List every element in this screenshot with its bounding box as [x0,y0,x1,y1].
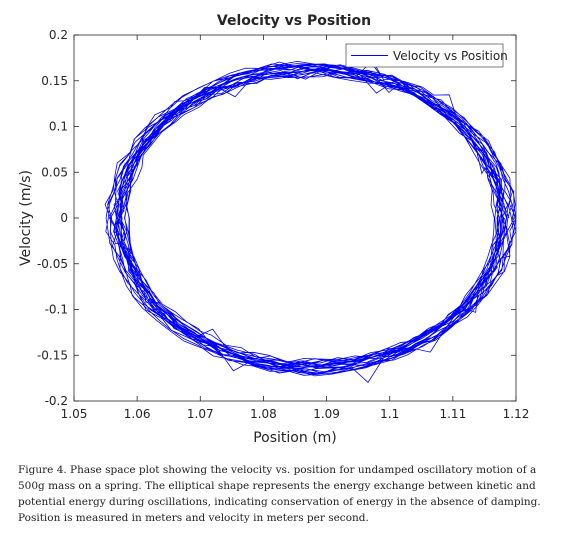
series-line-velocity-vs-position [104,56,516,383]
y-tick-label: 0.1 [49,120,68,134]
y-tick-label: -0.05 [37,257,68,271]
plot-area-frame [73,34,517,402]
x-axis-label: Position (m) [253,430,337,446]
y-axis: 0.2 0.15 0.1 0.05 0 -0.05 -0.1 -0.15 -0.2 [37,28,516,408]
y-tick-label: 0.05 [41,165,68,179]
x-tick-label: 1.11 [439,407,466,421]
phase-space-chart: Velocity vs Position 1.05 1.06 1.07 1.08 1.0… [18,13,530,446]
x-tick-label: 1.07 [187,407,214,421]
legend-entry-label: Velocity vs Position [393,49,508,63]
y-tick-label: 0.2 [49,28,68,42]
chart-title: Velocity vs Position [217,13,371,29]
y-tick-label: 0 [60,211,68,225]
figure-caption: Figure 4. Phase space plot showing the v… [18,464,541,524]
legend-box [345,43,504,68]
x-tick-label: 1.12 [503,407,530,421]
y-tick-label: -0.2 [45,394,68,408]
y-axis-label: Velocity (m/s) [18,170,34,266]
x-axis: 1.05 1.06 1.07 1.08 1.09 1.1 1.11 1.12 [61,35,530,421]
y-tick-label: -0.1 [45,303,68,317]
x-tick-label: 1.1 [380,407,399,421]
x-tick-label: 1.05 [61,407,88,421]
legend: Velocity vs Position [345,43,508,68]
x-tick-label: 1.06 [124,407,151,421]
y-tick-label: 0.15 [41,74,68,88]
x-tick-label: 1.08 [250,407,277,421]
x-tick-label: 1.09 [313,407,340,421]
y-tick-label: -0.15 [37,348,68,362]
